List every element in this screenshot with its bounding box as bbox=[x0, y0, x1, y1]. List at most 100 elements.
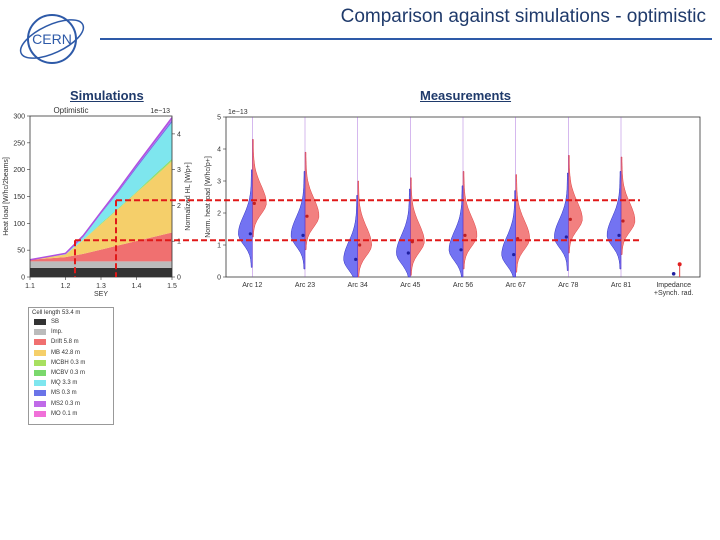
x-tick-label: 1.5 bbox=[167, 283, 177, 290]
legend-item: MQ 3.3 m bbox=[34, 378, 113, 388]
legend-item: MS2 0.3 m bbox=[34, 399, 113, 409]
blue-violin bbox=[554, 172, 569, 271]
red-violin bbox=[515, 174, 530, 273]
area-imp bbox=[30, 261, 172, 268]
y-tick-label: 1 bbox=[217, 243, 221, 250]
cern-logo: CERN bbox=[19, 14, 85, 64]
x-tick-label: 1.1 bbox=[25, 283, 35, 290]
y-tick-label: 150 bbox=[13, 194, 25, 201]
x-tick-label: Arc 81 bbox=[611, 282, 631, 289]
legend-label: Drift 5.8 m bbox=[51, 339, 79, 346]
x-tick-label: 1.2 bbox=[61, 283, 71, 290]
red-violin bbox=[252, 139, 267, 238]
x-tick-label: Arc 45 bbox=[400, 282, 420, 289]
x-tick-label: 1.3 bbox=[96, 283, 106, 290]
y-axis-label: Norm. heat load [W/hc/p+] bbox=[205, 156, 212, 238]
blue-median-dot bbox=[406, 251, 410, 255]
red-median-dot bbox=[463, 233, 467, 237]
legend-item: SB bbox=[34, 317, 113, 327]
legend-swatch bbox=[34, 349, 46, 356]
y-tick-label: 2 bbox=[217, 211, 221, 218]
legend-item: Drift 5.8 m bbox=[34, 337, 113, 347]
title-rule bbox=[100, 38, 712, 40]
red-median-dot bbox=[358, 243, 362, 247]
legend-label: MCBH 0.3 m bbox=[51, 359, 86, 366]
area-drift bbox=[30, 232, 172, 262]
legend-label: MO 0.1 m bbox=[51, 410, 78, 417]
violin-9 bbox=[671, 262, 682, 277]
legend-swatch bbox=[34, 339, 46, 346]
legend-label: MB 42.8 m bbox=[51, 349, 81, 356]
blue-median-dot bbox=[354, 257, 358, 261]
legend-label: MS 0.3 m bbox=[51, 390, 77, 397]
red-violin bbox=[568, 155, 583, 254]
area-mb bbox=[30, 161, 172, 260]
y-tick-label: 4 bbox=[217, 147, 221, 154]
legend-label: MCBV 0.3 m bbox=[51, 370, 86, 377]
x-tick-label: Arc 56 bbox=[453, 282, 473, 289]
y-tick-label: 50 bbox=[17, 248, 25, 255]
blue-violin bbox=[238, 169, 253, 268]
total-line bbox=[29, 117, 173, 261]
page-title: Comparison against simulations - optimis… bbox=[340, 6, 706, 27]
legend-item: Imp. bbox=[34, 327, 113, 337]
legend-swatch bbox=[34, 380, 46, 387]
y2-tick-label: 3 bbox=[177, 167, 181, 174]
scale-label: 1e−13 bbox=[150, 108, 170, 115]
violin-2 bbox=[290, 117, 320, 277]
measurements-label: Measurements bbox=[420, 88, 512, 103]
red-violin bbox=[462, 171, 478, 270]
legend: Cell length 53.4 m SB Imp. Drift 5.8 m MB 4… bbox=[28, 307, 114, 425]
y-tick-label: 0 bbox=[21, 275, 25, 282]
legend-swatch bbox=[34, 370, 46, 377]
legend-swatch bbox=[34, 400, 46, 407]
y-axis-label: Heat load [W/hc/2beams] bbox=[3, 157, 10, 236]
red-median-dot bbox=[305, 214, 309, 218]
violin-7 bbox=[554, 117, 583, 277]
blue-median-dot bbox=[459, 248, 463, 252]
reference-overlay bbox=[74, 199, 640, 277]
area-sb bbox=[30, 267, 172, 277]
blue-median-dot bbox=[671, 272, 676, 276]
y-tick-label: 300 bbox=[13, 114, 25, 121]
red-violin bbox=[410, 177, 425, 276]
x-axis-label: SEY bbox=[94, 291, 108, 298]
y2-tick-label: 0 bbox=[177, 275, 181, 282]
blue-median-dot bbox=[512, 253, 516, 257]
legend-label: MS2 0.3 m bbox=[51, 400, 81, 407]
y-tick-label: 3 bbox=[217, 179, 221, 186]
legend-item: MCBH 0.3 m bbox=[34, 358, 113, 368]
legend-swatch bbox=[34, 319, 46, 326]
legend-label: SB bbox=[51, 319, 60, 326]
x-tick-label: +Synch. rad. bbox=[654, 290, 694, 297]
simulation-chart: 0 50 100 150 200 250 300 0 1 2 3 4 1.1 1.2 1.3 1.4 1.5 SE… bbox=[3, 106, 192, 298]
chart-title: Optimistic bbox=[53, 106, 88, 115]
x-tick-label: Arc 67 bbox=[506, 282, 526, 289]
y2-axis-label: Normalized HL [W/p+] bbox=[185, 162, 192, 230]
blue-violin bbox=[606, 171, 622, 270]
red-median-dot bbox=[677, 262, 682, 267]
red-violin bbox=[304, 151, 320, 251]
x-tick-label: Arc 12 bbox=[242, 282, 262, 289]
blue-violin bbox=[343, 195, 358, 278]
legend-title: Cell length 53.4 m bbox=[32, 310, 81, 316]
measurement-chart: 0 1 2 3 4 5 1e−13 Norm. heat load [W/hc/p+] Arc … bbox=[205, 109, 701, 297]
blue-median-dot bbox=[248, 232, 252, 236]
violin-1 bbox=[238, 117, 267, 277]
simulations-label: Simulations bbox=[70, 88, 144, 103]
blue-violin bbox=[396, 188, 411, 278]
violin-4 bbox=[396, 117, 425, 278]
x-tick-label: Arc 78 bbox=[558, 282, 578, 289]
svg-text:CERN: CERN bbox=[32, 31, 72, 47]
blue-median-dot bbox=[617, 233, 621, 237]
scale-label: 1e−13 bbox=[228, 109, 248, 116]
x-tick-label: Arc 23 bbox=[295, 282, 315, 289]
y-tick-label: 250 bbox=[13, 140, 25, 147]
blue-violin bbox=[448, 185, 464, 278]
y-tick-label: 100 bbox=[13, 221, 25, 228]
y2-tick-label: 4 bbox=[177, 131, 181, 138]
blue-median-dot bbox=[564, 235, 568, 239]
legend-swatch bbox=[34, 390, 46, 397]
legend-item: MS 0.3 m bbox=[34, 388, 113, 398]
